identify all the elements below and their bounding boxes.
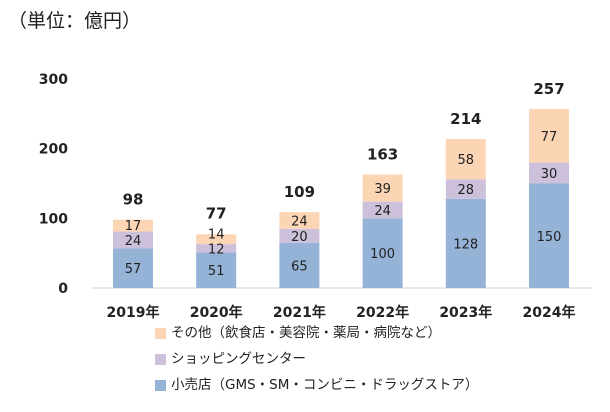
total-label: 214	[450, 110, 481, 128]
legend-swatch-other	[155, 327, 166, 339]
total-label: 109	[284, 183, 315, 201]
legend-swatch-shopping-center	[155, 353, 166, 365]
data-label: 57	[125, 262, 142, 277]
total-label: 77	[206, 204, 227, 222]
data-label: 100	[370, 247, 395, 262]
data-label: 39	[374, 182, 391, 197]
bar-segment	[113, 219, 153, 232]
legend-item-retail: 小売店（GMS・SM・コンビニ・ドラッグストア）	[155, 377, 478, 393]
legend-swatch-retail	[155, 379, 166, 391]
total-label: 163	[367, 145, 398, 163]
bar-segment	[196, 244, 237, 253]
bar-segment	[279, 242, 320, 288]
bar-segment	[362, 174, 403, 202]
data-label: 128	[453, 237, 478, 252]
bar-segment	[279, 228, 320, 243]
data-label: 17	[125, 219, 142, 234]
data-label: 65	[291, 259, 308, 274]
legend-item-other: その他（飲食店・美容院・薬局・病院など）	[155, 325, 441, 341]
bar-segment	[445, 198, 486, 288]
data-label: 28	[458, 183, 475, 198]
legend-label-shopping-center: ショッピングセンター	[171, 351, 306, 367]
data-label: 20	[291, 230, 308, 245]
legend-label-retail: 小売店（GMS・SM・コンビニ・ドラッグストア）	[171, 377, 479, 393]
data-label: 24	[374, 204, 391, 219]
bar-segment	[362, 218, 403, 288]
data-label: 77	[541, 130, 558, 145]
x-tick-label: 2021年	[273, 304, 326, 321]
y-tick-label: 200	[39, 142, 68, 158]
x-tick-label: 2024年	[523, 304, 576, 321]
bar-segment	[529, 162, 569, 184]
bar-segment	[113, 248, 153, 288]
unit-label: （単位：億円）	[8, 10, 142, 32]
x-tick-label: 2023年	[439, 304, 492, 321]
bar-segment	[362, 201, 403, 219]
x-tick-label: 2019年	[107, 304, 160, 321]
data-label: 24	[291, 214, 308, 229]
data-label: 30	[541, 167, 558, 182]
data-label: 150	[537, 230, 562, 245]
bar-segment	[445, 138, 486, 180]
data-label: 58	[458, 153, 475, 168]
x-tick-label: 2020年	[190, 304, 243, 321]
data-label: 14	[208, 227, 225, 242]
y-tick-label: 300	[39, 72, 68, 88]
total-label: 98	[123, 191, 144, 209]
bar-segment	[196, 234, 237, 245]
bar-segment	[529, 108, 569, 163]
data-label: 12	[208, 242, 225, 257]
bar-segment	[196, 252, 237, 288]
bar-segment	[445, 179, 486, 199]
data-label: 51	[208, 264, 225, 279]
bar-segment	[529, 183, 569, 288]
x-tick-label: 2022年	[356, 304, 409, 321]
bar-segment	[113, 231, 153, 249]
bar-segment	[279, 212, 320, 229]
y-tick-label: 100	[39, 211, 68, 227]
total-label: 257	[533, 80, 564, 98]
data-label: 24	[125, 234, 142, 249]
y-tick-label: 0	[58, 281, 68, 297]
legend-item-shopping-center: ショッピングセンター	[155, 351, 306, 367]
legend-label-other: その他（飲食店・美容院・薬局・病院など）	[171, 325, 441, 341]
